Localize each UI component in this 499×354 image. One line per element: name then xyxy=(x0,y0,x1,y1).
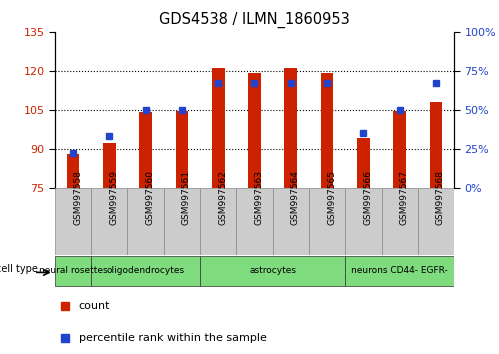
Text: oligodendrocytes: oligodendrocytes xyxy=(107,266,185,275)
FancyBboxPatch shape xyxy=(272,188,309,255)
Text: GSM997566: GSM997566 xyxy=(363,170,372,225)
Bar xyxy=(67,154,79,188)
Bar xyxy=(284,68,297,188)
FancyBboxPatch shape xyxy=(382,188,418,255)
Text: GSM997562: GSM997562 xyxy=(218,170,227,225)
Text: GSM997565: GSM997565 xyxy=(327,170,336,225)
Text: GSM997561: GSM997561 xyxy=(182,170,191,225)
Text: astrocytes: astrocytes xyxy=(249,266,296,275)
Text: GSM997564: GSM997564 xyxy=(291,170,300,225)
Bar xyxy=(139,112,152,188)
Text: neural rosettes: neural rosettes xyxy=(39,266,107,275)
FancyBboxPatch shape xyxy=(418,188,454,255)
FancyBboxPatch shape xyxy=(164,188,200,255)
Bar xyxy=(393,111,406,188)
Text: percentile rank within the sample: percentile rank within the sample xyxy=(79,333,267,343)
Text: GSM997560: GSM997560 xyxy=(146,170,155,225)
FancyBboxPatch shape xyxy=(200,188,237,255)
FancyBboxPatch shape xyxy=(55,256,91,286)
Text: neurons CD44- EGFR-: neurons CD44- EGFR- xyxy=(351,266,448,275)
FancyBboxPatch shape xyxy=(345,188,382,255)
FancyBboxPatch shape xyxy=(345,256,454,286)
Bar xyxy=(321,73,333,188)
Text: GSM997568: GSM997568 xyxy=(436,170,445,225)
FancyBboxPatch shape xyxy=(91,256,200,286)
Bar xyxy=(357,138,370,188)
Bar xyxy=(103,143,116,188)
Text: GSM997567: GSM997567 xyxy=(400,170,409,225)
Bar xyxy=(430,102,442,188)
Text: cell type: cell type xyxy=(0,264,37,274)
FancyBboxPatch shape xyxy=(127,188,164,255)
Text: GSM997563: GSM997563 xyxy=(254,170,263,225)
Text: GSM997559: GSM997559 xyxy=(109,170,118,225)
FancyBboxPatch shape xyxy=(200,256,345,286)
FancyBboxPatch shape xyxy=(55,188,91,255)
Title: GDS4538 / ILMN_1860953: GDS4538 / ILMN_1860953 xyxy=(159,12,350,28)
FancyBboxPatch shape xyxy=(91,188,127,255)
FancyBboxPatch shape xyxy=(237,188,272,255)
Bar xyxy=(176,111,188,188)
Text: GSM997558: GSM997558 xyxy=(73,170,82,225)
Bar xyxy=(248,73,261,188)
Bar xyxy=(212,68,225,188)
FancyBboxPatch shape xyxy=(309,188,345,255)
Text: count: count xyxy=(79,301,110,311)
